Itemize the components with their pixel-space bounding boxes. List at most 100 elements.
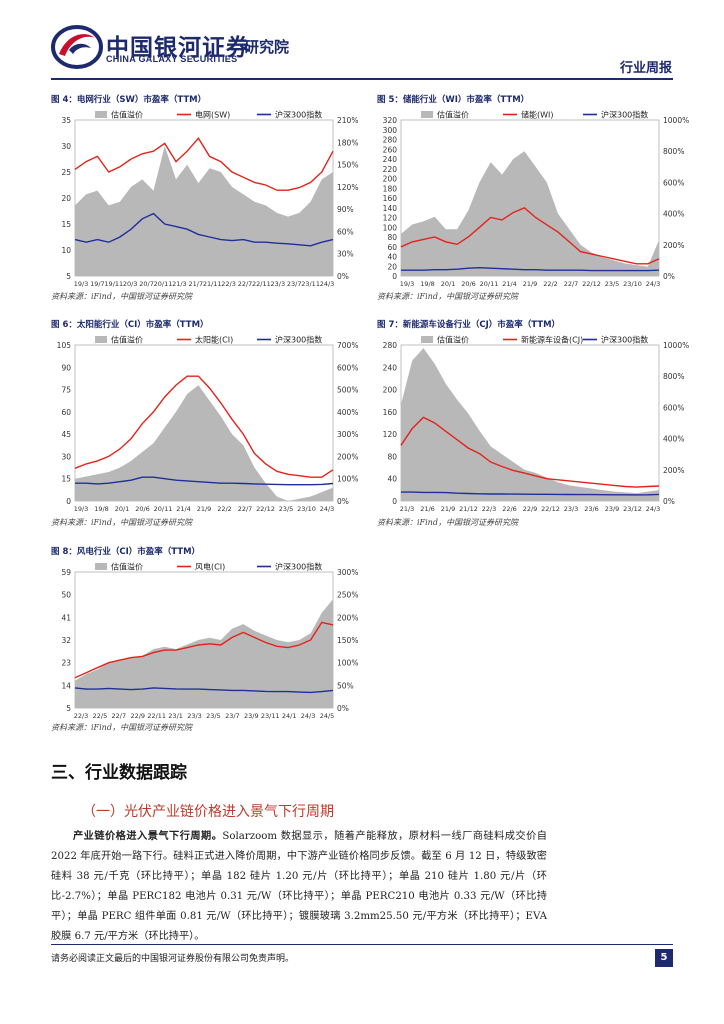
body-paragraph: 产业链价格进入景气下行周期。Solarzoom 数据显示，随着产能释放，原材料一… [51,826,547,947]
x-tick-label: 19/11 [104,280,123,288]
industry-pe-line [74,137,334,191]
csi300-pe-line [75,476,334,486]
x-tick-label: 22/3 [482,505,497,513]
x-tick-label: 20/1 [115,505,130,513]
x-tick-label: 22/7 [112,712,127,720]
x-tick-label: 23/1 [168,712,183,720]
premium-area [75,146,333,276]
legend-swatch [95,563,107,570]
fig6-chart: 105 90 75 60 45 30 15 0 700% 600% 500% 400% 300% 200%… [57,335,359,514]
right-tick-label: 300% [337,568,358,577]
left-tick-label: 160 [383,194,398,203]
right-tick-label: 300% [337,430,358,439]
x-tick-label: 23/7 [225,712,240,720]
right-tick-label: 0% [663,272,675,281]
right-tick-label: 600% [663,178,684,187]
x-tick-label: 20/11 [154,505,173,513]
right-tick-label: 0% [337,704,349,713]
x-tick-label: 23/3 [564,505,579,513]
x-tick-label: 22/12 [256,505,275,513]
left-tick-label: 14 [61,681,71,690]
left-tick-label: 280 [383,136,398,145]
legend-swatch [421,336,433,343]
left-tick-label: 0 [392,497,397,506]
right-tick-label: 800% [663,372,684,381]
right-tick-label: 90% [337,205,354,214]
fig5-chart: 3203002802602402202001801601401201008060… [383,110,690,289]
x-tick-label: 23/3 [187,712,202,720]
company-name-en: CHINA GALAXY SECURITIES [106,54,238,64]
csi300-pe-line [74,687,334,694]
x-tick-label: 19/3 [400,280,415,288]
fig8-title: 图 8：风电行业（CI）市盈率（TTM） [51,547,201,557]
x-tick-label: 21/4 [176,505,191,513]
legend-label: 太阳能(CI) [195,335,233,345]
x-tick-label: 24/3 [646,505,661,513]
fig4-source: 资料来源：iFind，中国银河证券研究院 [51,292,192,301]
x-tick-label: 21/12 [459,505,478,513]
x-tick-label: 19/8 [420,280,435,288]
right-tick-label: 150% [337,636,358,645]
subsection-title: （一）光伏产业链价格进入景气下行周期 [82,804,334,820]
left-tick-label: 50 [61,591,71,600]
x-tick-label: 23/9 [605,505,620,513]
fig5-title: 图 5：储能行业（WI）市盈率（TTM） [377,95,530,105]
left-tick-label: 220 [383,165,398,174]
x-tick-label: 22/6 [502,505,517,513]
left-tick-label: 180 [383,184,398,193]
footer-disclaimer: 请务必阅读正文最后的中国银河证券股份有限公司免责声明。 [51,954,295,964]
paragraph-body: Solarzoom 数据显示，随着产能释放，原材料一线厂商硅料成交价自 2022… [51,831,547,942]
left-tick-label: 32 [61,636,71,645]
header: 中国银河证券 CHINA GALAXY SECURITIES 研究院 行业周报 [0,0,724,84]
legend-label: 沪深300指数 [601,335,648,345]
left-tick-label: 30 [61,142,71,151]
legend-label: 估值溢价 [111,562,143,572]
x-tick-label: 21/3 [172,280,187,288]
x-tick-label: 22/7 [238,280,253,288]
csi300-pe-line [401,266,660,272]
x-tick-label: 23/5 [206,712,221,720]
x-tick-label: 22/7 [238,505,253,513]
left-tick-label: 100 [383,223,398,232]
x-tick-label: 21/6 [420,505,435,513]
left-tick-label: 25 [61,168,71,177]
x-tick-label: 23/10 [297,505,316,513]
x-tick-label: 22/2 [217,505,232,513]
x-tick-label: 23/11 [261,712,280,720]
x-tick-label: 20/7 [139,280,154,288]
x-tick-label: 22/3 [74,712,89,720]
header-rule [51,78,673,80]
x-tick-label: 23/9 [244,712,259,720]
x-tick-label: 21/9 [197,505,212,513]
right-tick-label: 400% [337,408,358,417]
paragraph-lead: 产业链价格进入景气下行周期。 [73,830,223,842]
x-tick-label: 23/12 [623,505,642,513]
x-tick-label: 22/9 [130,712,145,720]
right-tick-label: 200% [663,241,684,250]
x-tick-label: 22/3 [221,280,236,288]
left-tick-label: 40 [387,475,397,484]
left-tick-label: 59 [61,568,71,577]
fig5-source: 资料来源：iFind，中国银河证券研究院 [377,292,518,301]
csi300-pe-line [74,212,334,247]
right-tick-label: 1000% [663,116,689,125]
industry-pe-line [400,206,660,265]
left-tick-label: 200 [383,175,398,184]
fig4-chart: 35 30 25 20 15 10 5 210% 180% 150% 120% 90% 60% 30% 0%… [61,110,358,289]
left-tick-label: 80 [387,452,397,461]
x-tick-label: 21/9 [523,280,538,288]
right-tick-label: 210% [337,116,358,125]
legend-label: 风电(CI) [195,562,225,572]
left-tick-label: 120 [383,430,398,439]
left-tick-label: 23 [61,659,71,668]
x-tick-label: 22/11 [147,712,166,720]
left-tick-label: 120 [383,214,398,223]
industry-pe-line [74,621,334,679]
fig8-source: 资料来源：iFind，中国银河证券研究院 [51,723,192,732]
fig8-chart: 59 50 41 32 23 14 5 300% 250% 200% 150% 100% 50% 0% 22… [61,562,358,721]
right-tick-label: 800% [663,147,684,156]
x-tick-label: 19/3 [74,505,89,513]
left-tick-label: 5 [66,704,71,713]
fig6-title: 图 6：太阳能行业（CI）市盈率（TTM） [51,320,209,330]
right-tick-label: 0% [337,272,349,281]
